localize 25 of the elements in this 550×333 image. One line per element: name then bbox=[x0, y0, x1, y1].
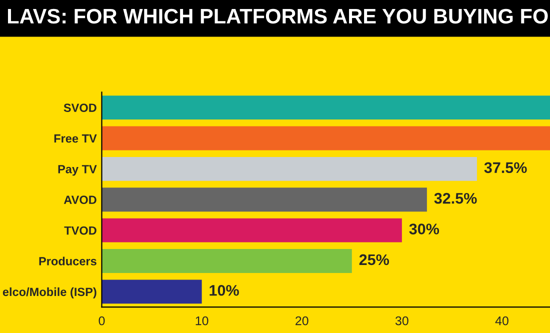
y-tick-label: elco/Mobile (ISP) bbox=[2, 287, 96, 298]
bar bbox=[102, 96, 550, 120]
y-tick-label: SVOD bbox=[64, 104, 96, 112]
data-label: 10% bbox=[210, 284, 239, 296]
y-tick-label: Pay TV bbox=[58, 165, 97, 176]
data-label: 25% bbox=[359, 254, 390, 266]
bar bbox=[102, 249, 352, 273]
y-tick-label: AVOD bbox=[64, 196, 96, 204]
data-label: 30% bbox=[409, 224, 440, 234]
x-tick-label: 30 bbox=[395, 316, 408, 326]
y-tick-label: TVOD bbox=[64, 226, 96, 235]
bar bbox=[102, 156, 477, 181]
bar bbox=[102, 126, 550, 150]
bar bbox=[102, 188, 427, 212]
bar bbox=[102, 280, 202, 304]
bar bbox=[102, 218, 402, 242]
chart-title: LAVS: FOR WHICH PLATFORMS ARE YOU BUYING FO bbox=[8, 8, 548, 24]
y-tick-label: Free TV bbox=[54, 134, 97, 143]
x-tick-label: 40 bbox=[495, 316, 508, 326]
x-tick-label: 10 bbox=[196, 316, 208, 326]
x-tick-label: 0 bbox=[98, 316, 105, 326]
data-label: 32.5% bbox=[434, 192, 477, 204]
x-tick-label: 20 bbox=[296, 316, 308, 326]
y-tick-label: Producers bbox=[39, 256, 96, 266]
data-label: 37.5% bbox=[484, 162, 527, 174]
